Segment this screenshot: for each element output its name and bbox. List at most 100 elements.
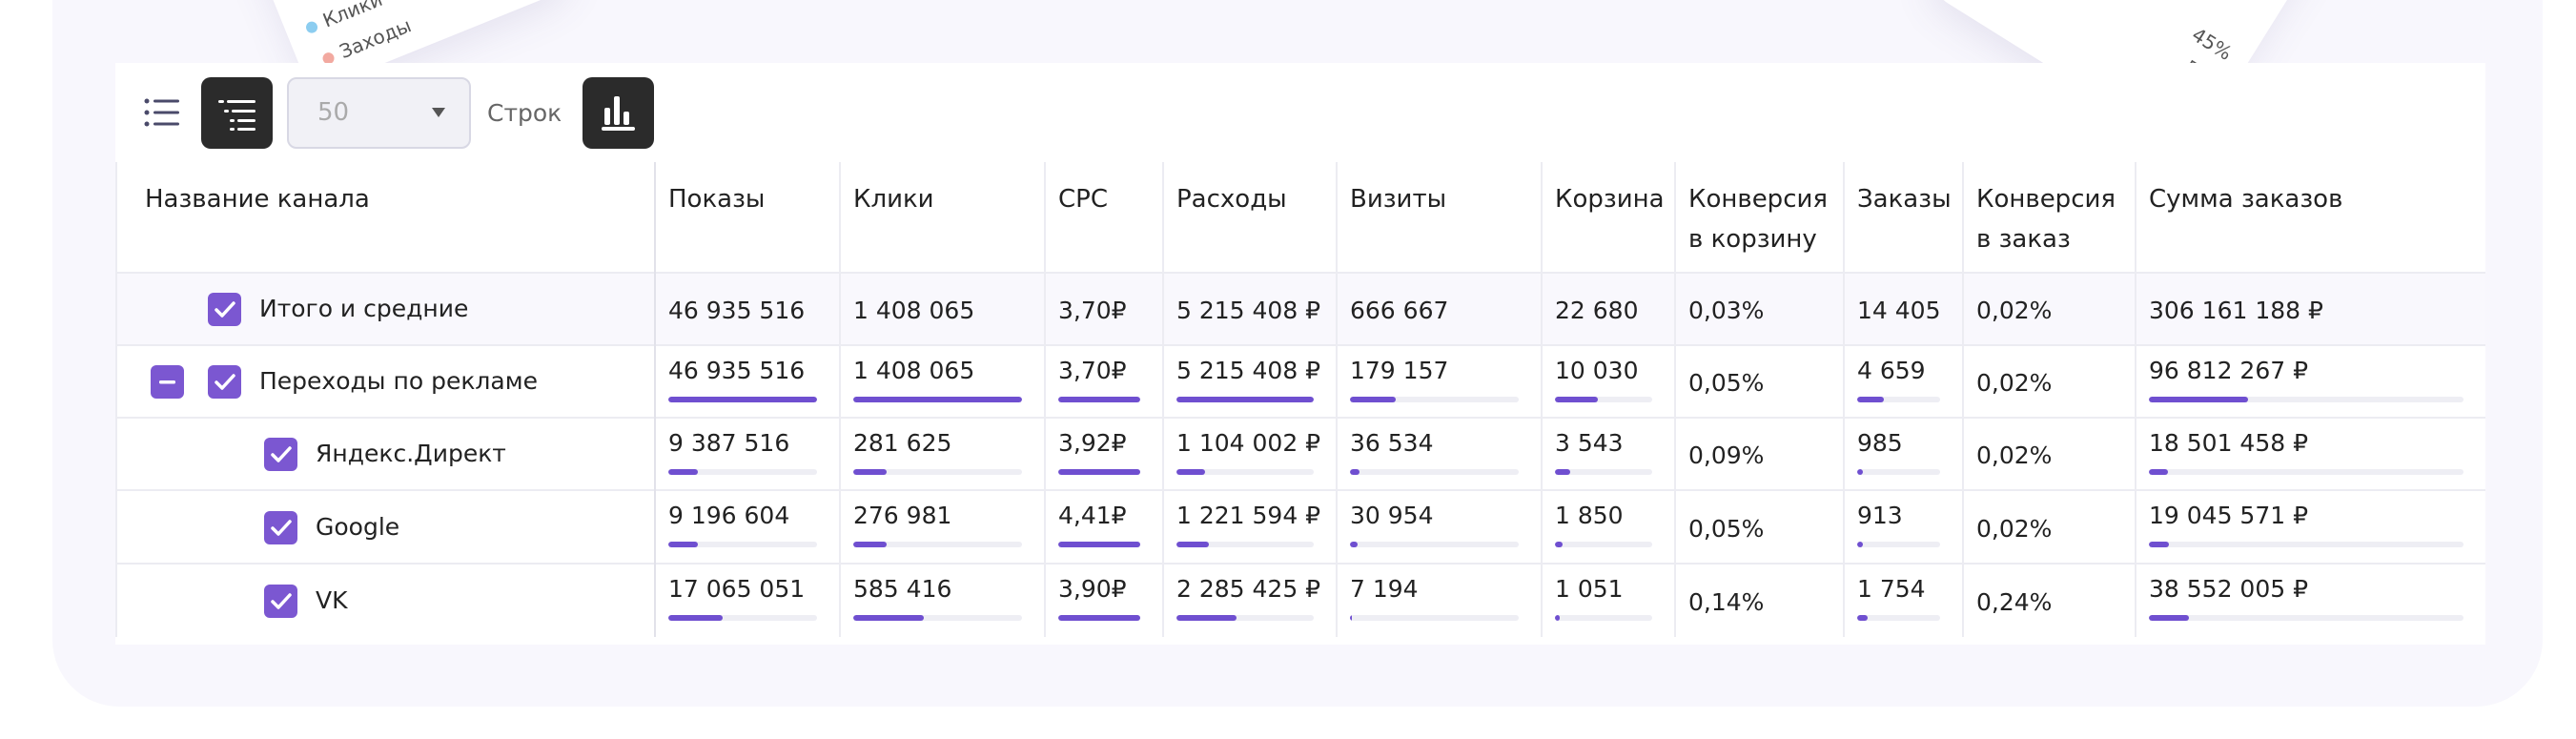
column-divider	[1044, 162, 1046, 637]
chart-button[interactable]	[583, 77, 654, 149]
progress-bar	[1176, 542, 1209, 547]
collapse-toggle[interactable]	[151, 365, 184, 399]
table-row	[115, 273, 2485, 345]
progress-track	[2149, 397, 2464, 402]
progress-bar	[1176, 615, 1237, 621]
progress-track	[1176, 615, 1314, 621]
progress-bar	[2149, 397, 2249, 402]
column-divider	[2135, 162, 2136, 637]
table-cell: 96 812 267 ₽	[2149, 357, 2308, 384]
row-divider	[115, 272, 2485, 274]
progress-bar	[2149, 615, 2189, 621]
row-label: Переходы по рекламе	[259, 367, 538, 395]
column-divider	[1843, 162, 1845, 637]
column-divider	[1336, 162, 1338, 637]
table-cell: 3,70₽	[1058, 297, 1127, 324]
progress-bar	[1350, 542, 1359, 547]
table-cell: 2 285 425 ₽	[1176, 575, 1321, 603]
column-header: Показы	[668, 185, 766, 214]
column-header: Визиты	[1350, 185, 1447, 214]
progress-bar	[853, 542, 887, 547]
column-divider	[1541, 162, 1543, 637]
progress-bar	[1857, 397, 1885, 402]
column-header: CPC	[1058, 185, 1108, 214]
progress-track	[1555, 469, 1652, 475]
progress-track	[1857, 397, 1940, 402]
progress-track	[853, 469, 1022, 475]
progress-track	[1058, 469, 1140, 475]
table-cell: 0,05%	[1688, 514, 1765, 543]
table-cell: 9 196 604	[668, 502, 790, 529]
progress-track	[1555, 615, 1652, 621]
progress-bar	[1857, 615, 1868, 621]
progress-bar	[853, 469, 888, 475]
table-cell: 38 552 005 ₽	[2149, 575, 2308, 603]
progress-bar	[668, 615, 723, 621]
table-row	[115, 418, 2485, 490]
progress-bar	[668, 542, 698, 547]
row-divider	[115, 344, 2485, 346]
row-checkbox[interactable]	[208, 365, 241, 399]
table-cell: 1 850	[1555, 502, 1624, 529]
progress-track	[1058, 615, 1140, 621]
table-cell: 10 030	[1555, 357, 1639, 384]
row-divider	[115, 489, 2485, 491]
column-header: Конверсия в корзину	[1688, 185, 1829, 254]
column-header: Сумма заказов	[2149, 185, 2343, 214]
table-cell: 585 416	[853, 575, 952, 603]
row-label: Итого и средние	[259, 295, 469, 322]
progress-bar	[1350, 615, 1352, 621]
column-divider	[654, 162, 656, 637]
table-cell: 18 501 458 ₽	[2149, 429, 2308, 457]
table-cell: 4,41₽	[1058, 502, 1127, 529]
row-checkbox[interactable]	[264, 584, 297, 618]
table-cell: 5 215 408 ₽	[1176, 357, 1321, 384]
progress-track	[1350, 542, 1519, 547]
progress-track	[1350, 469, 1519, 475]
row-checkbox[interactable]	[208, 293, 241, 326]
progress-track	[1350, 615, 1519, 621]
column-header: Корзина	[1555, 185, 1665, 214]
tree-view-button[interactable]	[201, 77, 273, 149]
table-cell: 30 954	[1350, 502, 1434, 529]
table-cell: 46 935 516	[668, 297, 806, 324]
progress-bar	[1176, 469, 1206, 475]
list-view-button[interactable]	[143, 95, 181, 130]
progress-track	[853, 397, 1022, 402]
progress-track	[1350, 397, 1519, 402]
table-cell: 36 534	[1350, 429, 1434, 457]
table-cell: 0,02%	[1976, 441, 2053, 469]
table-row	[115, 490, 2485, 564]
progress-track	[668, 397, 817, 402]
progress-track	[1857, 615, 1940, 621]
row-checkbox[interactable]	[264, 438, 297, 471]
progress-track	[1176, 542, 1314, 547]
progress-track	[668, 542, 817, 547]
progress-bar	[1555, 397, 1599, 402]
progress-bar	[2149, 542, 2169, 547]
progress-track	[2149, 542, 2464, 547]
rows-label: Строк	[487, 99, 562, 127]
progress-bar	[1857, 542, 1863, 547]
table-cell: 666 667	[1350, 297, 1449, 324]
progress-bar	[1350, 397, 1396, 402]
select-value: 50	[317, 98, 350, 127]
table-cell: 3,70₽	[1058, 357, 1127, 384]
progress-bar	[1857, 469, 1863, 475]
progress-track	[1058, 542, 1140, 547]
progress-track	[1058, 397, 1140, 402]
progress-bar	[1350, 469, 1360, 475]
row-divider	[115, 563, 2485, 565]
table-cell: 1 408 065	[853, 297, 975, 324]
progress-bar	[1176, 397, 1314, 402]
table-cell: 4 659	[1857, 357, 1926, 384]
table-cell: 14 405	[1857, 297, 1941, 324]
table-cell: 281 625	[853, 429, 952, 457]
rows-select[interactable]: 50	[287, 77, 471, 149]
column-divider	[1674, 162, 1676, 637]
progress-bar	[668, 469, 699, 475]
column-header: Клики	[853, 185, 934, 214]
progress-track	[853, 615, 1022, 621]
table-cell: 17 065 051	[668, 575, 806, 603]
row-checkbox[interactable]	[264, 510, 297, 544]
